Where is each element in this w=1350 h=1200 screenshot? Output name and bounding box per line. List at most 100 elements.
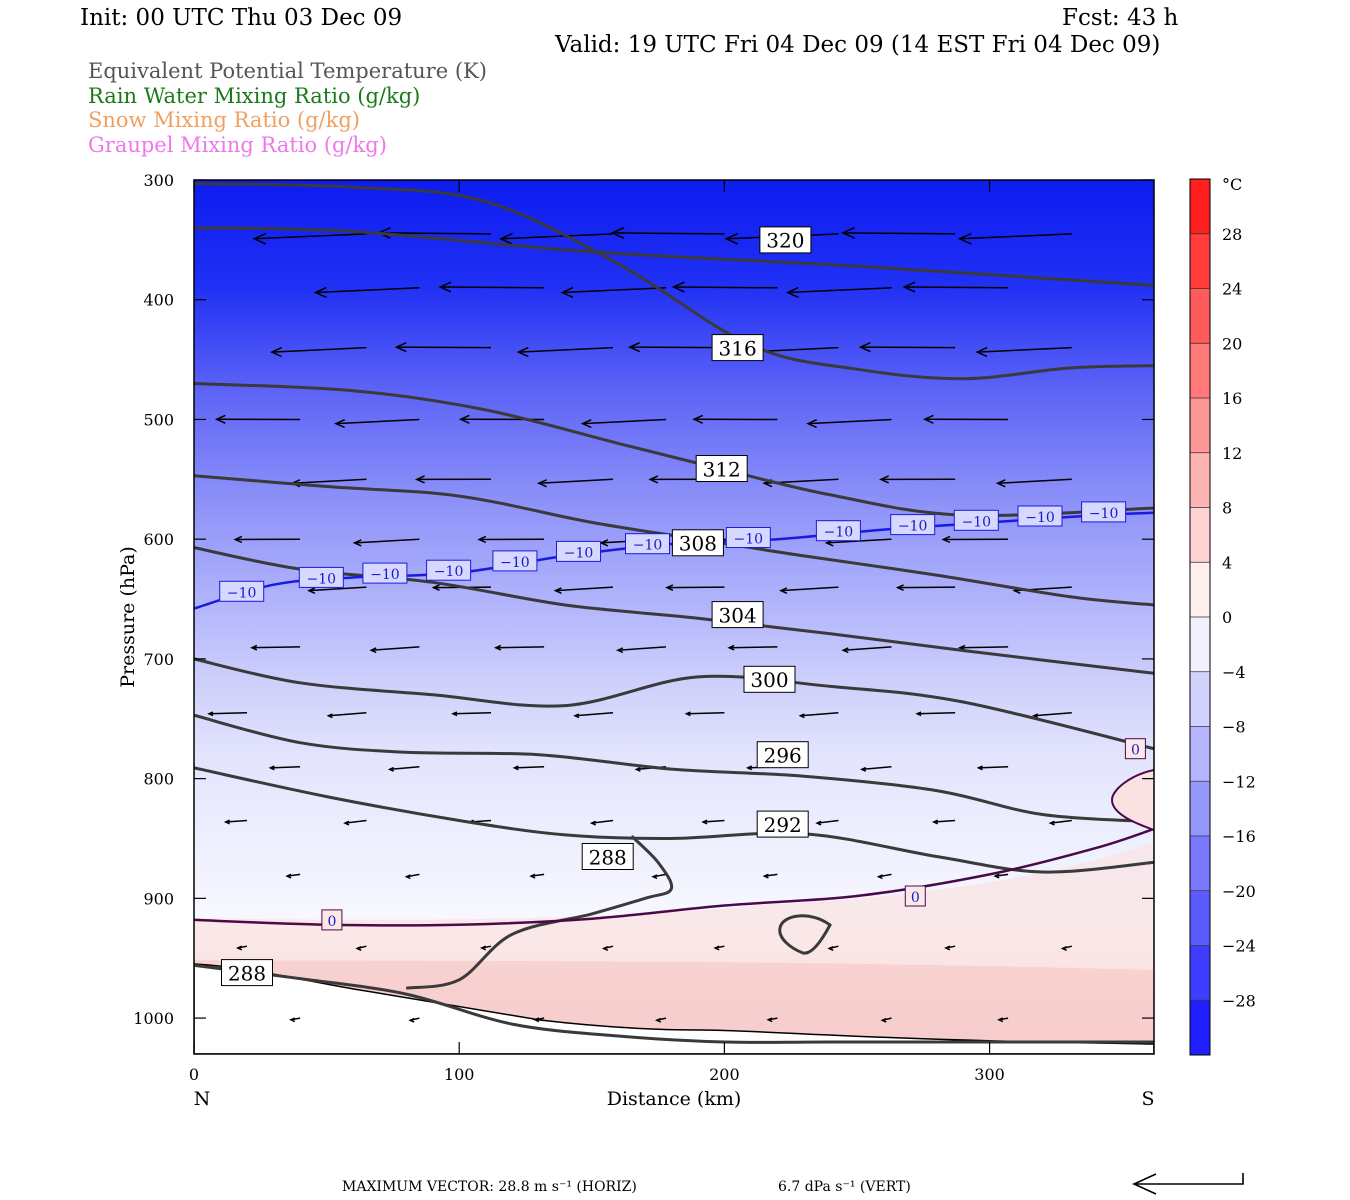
wind-vector-head xyxy=(610,227,625,239)
colorbar-tick-label-0: 28 xyxy=(1222,225,1242,244)
contour-labels: 320 316 312 308 304 300 296 292 288 288 −10 −10 −10 −… xyxy=(219,226,1146,987)
legend-snow: Snow Mixing Ratio (g/kg) xyxy=(88,108,360,132)
theta-e-label-288-9-text: 288 xyxy=(228,961,266,985)
wind-vector-12-7 xyxy=(1060,945,1072,951)
wind-vector-head xyxy=(313,286,327,298)
wind-vector-8-3 xyxy=(573,712,614,719)
wind-vector-head xyxy=(307,587,316,594)
colorbar-tick-label-12: −20 xyxy=(1222,882,1256,901)
wind-vector-head xyxy=(785,286,799,298)
wind-vector-2-6 xyxy=(858,342,956,353)
isotherm-minus-10-label-7-text: −10 xyxy=(734,532,764,548)
wind-vector-shaft xyxy=(673,286,778,289)
wind-vector-3-6 xyxy=(922,414,1009,424)
wind-vector-9-0 xyxy=(268,765,301,771)
theta-e-contour-288 xyxy=(405,835,674,990)
wind-vector-shaft xyxy=(315,287,420,294)
wind-vector-head xyxy=(601,946,609,951)
wind-vector-head xyxy=(343,820,350,826)
wind-vector-shaft xyxy=(997,478,1072,485)
x-axis-left-end-label: N xyxy=(194,1088,211,1110)
wind-vector-head xyxy=(512,765,519,771)
field-legend: Equivalent Potential Temperature (K) Rai… xyxy=(88,59,487,157)
wind-vector-shaft xyxy=(904,286,1009,289)
wind-vector-shaft xyxy=(354,538,420,544)
isotherm-minus-10-label-10-text: −10 xyxy=(962,514,992,530)
theta-e-label-296-6: 296 xyxy=(756,741,809,769)
wind-vector-head xyxy=(859,766,867,772)
wind-vector-head xyxy=(233,535,243,544)
isotherm-minus-10-label-3: −10 xyxy=(426,559,472,581)
wind-vector-7-4 xyxy=(727,644,778,651)
theta-e-label-288-8-box xyxy=(581,843,634,870)
theta-e-label-312-2-text: 312 xyxy=(703,457,741,481)
isotherm-minus-10-label-4-text: −10 xyxy=(500,555,530,571)
colorbar-swatch-8 xyxy=(1190,562,1210,618)
wind-vector-shaft xyxy=(1050,819,1072,824)
isotherm-minus-10-label-7-box xyxy=(725,527,771,548)
x-tick-label-300: 300 xyxy=(974,1065,1005,1084)
isotherm-minus-10-label-4: −10 xyxy=(492,550,538,572)
colorbar-unit: °C xyxy=(1222,175,1242,194)
wind-vector-shaft xyxy=(703,819,725,823)
isotherm-minus-10-label-9-box xyxy=(890,514,936,536)
colorbar-tick-label-14: −28 xyxy=(1222,991,1256,1010)
wind-vector-6-3 xyxy=(553,586,614,594)
wind-vector-13-6 xyxy=(997,1017,1009,1023)
figure-header: Init: 00 UTC Thu 03 Dec 09 Fcst: 43 h Va… xyxy=(80,5,1179,58)
wind-vector-head xyxy=(404,874,411,880)
legend-rain: Rain Water Mixing Ratio (g/kg) xyxy=(88,84,420,108)
wind-vector-12-1 xyxy=(355,945,367,951)
wind-vector-5-2 xyxy=(477,535,545,544)
wind-vector-shaft xyxy=(208,712,248,715)
wind-vector-shaft xyxy=(500,233,614,240)
wind-vector-head xyxy=(235,945,243,951)
wind-vector-shaft xyxy=(452,712,492,715)
wind-vector-0-7 xyxy=(957,232,1072,245)
wind-vector-head xyxy=(701,819,708,825)
x-axis-right-end-label: S xyxy=(1141,1088,1154,1110)
wind-vector-head xyxy=(355,946,362,951)
theta-e-label-320-0: 320 xyxy=(759,226,812,254)
wind-vector-shaft xyxy=(582,418,667,425)
theta-e-contour-292 xyxy=(194,766,1154,874)
wind-vector-head xyxy=(451,711,458,717)
colorbar-tick-label-13: −24 xyxy=(1222,937,1256,956)
theta-e-closed-cell xyxy=(778,914,832,955)
theta-e-label-320-0-text: 320 xyxy=(766,229,804,253)
theta-e-label-304-4-box xyxy=(711,601,764,629)
wind-vector-13-5 xyxy=(880,1017,892,1023)
wind-vector-head xyxy=(654,1017,662,1023)
wind-vector-2-4 xyxy=(627,342,725,353)
y-tick-label-600: 600 xyxy=(143,530,174,549)
y-tick-label-900: 900 xyxy=(143,889,174,908)
wind-vector-head xyxy=(879,475,890,484)
isotherm-minus-10-label-5-box xyxy=(556,540,601,562)
wind-vector-4-7 xyxy=(995,478,1072,488)
wind-vector-11-1 xyxy=(404,873,420,880)
theta-e-label-316-1-box xyxy=(711,334,764,362)
colorbar-tick-label-2: 20 xyxy=(1222,334,1242,353)
theta-e-label-304-4-text: 304 xyxy=(719,603,757,627)
wind-vector-2-7 xyxy=(975,346,1072,358)
colorbar-swatch-3 xyxy=(1190,836,1210,892)
wind-vector-shaft xyxy=(800,712,839,717)
wind-vector-6-6 xyxy=(895,584,956,591)
isotherm-zero-label-1: 0 xyxy=(904,885,926,907)
wind-vector-head xyxy=(671,281,685,293)
colorbar-tick-label-11: −16 xyxy=(1222,827,1256,846)
isotherm-minus-10-label-3-text: −10 xyxy=(434,564,464,580)
wind-vector-shaft xyxy=(396,346,492,349)
colorbar-tick-label-1: 24 xyxy=(1222,280,1242,299)
wind-vector-9-6 xyxy=(976,765,1009,771)
wind-vector-head xyxy=(779,587,788,594)
wind-vector-head xyxy=(827,946,834,951)
theta-e-label-292-7-text: 292 xyxy=(764,813,802,837)
wind-vector-8-5 xyxy=(798,712,839,719)
colorbar-swatch-4 xyxy=(1190,781,1210,837)
wind-vector-head xyxy=(269,346,282,358)
wind-vector-shaft xyxy=(629,346,725,349)
valid-time: Valid: 19 UTC Fri 04 Dec 09 (14 EST Fri … xyxy=(554,32,1160,58)
wind-vector-head xyxy=(589,820,597,826)
isotherm-minus-10-label-0: −10 xyxy=(219,580,265,602)
